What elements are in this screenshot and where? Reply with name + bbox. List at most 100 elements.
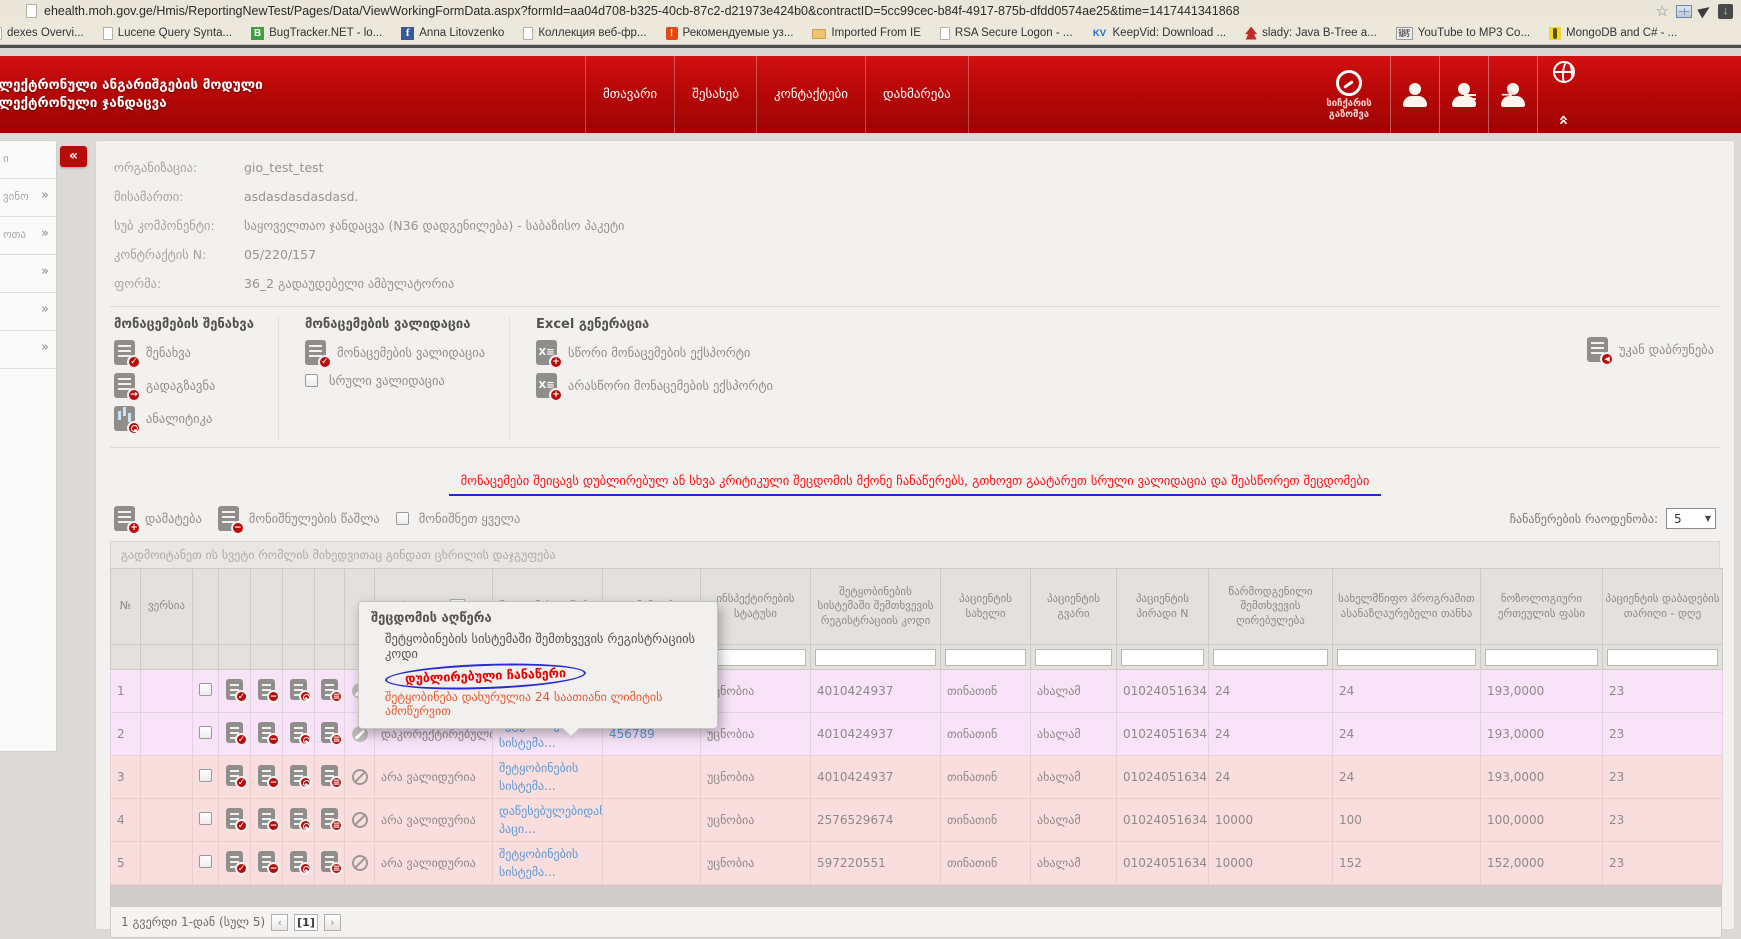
group-hint-bar: გადმოიტანეთ ის სვეტი რომლის მიხედვითაც გ…	[110, 541, 1720, 568]
detail-value: საყოველთაო ჯანდაცვა (N36 დადგენილება) - …	[244, 218, 625, 233]
patient-personal-n-cell: 01024051634	[1116, 798, 1209, 842]
nav-item[interactable]: დახმარება	[866, 56, 969, 133]
sidebar-item[interactable]: »	[0, 293, 56, 331]
grid-header-cell[interactable]: სახელმწიფო პროგრამით ასანაზღაურებელი თან…	[1332, 568, 1481, 645]
action-button[interactable]: მონაცემების ვალიდაცია	[304, 340, 485, 369]
grid-header-cell[interactable]: პაციენტის სახელი	[940, 568, 1031, 645]
current-page-button[interactable]: [1]	[294, 913, 318, 931]
grid-header-cell[interactable]: პაციენტის დაბადების თარიღი - დღე	[1602, 568, 1723, 645]
column-filter-input[interactable]	[1607, 648, 1718, 666]
comment-link[interactable]: 456789	[609, 727, 655, 741]
column-filter-input[interactable]	[1337, 648, 1476, 666]
bookmark-item[interactable]: dexes Overvi...	[0, 26, 84, 40]
grid-header-cell[interactable]: №	[110, 568, 141, 645]
back-button[interactable]: უკან დაბრუნება	[1587, 337, 1714, 366]
grid-header-cell[interactable]	[250, 568, 283, 645]
registration-code-cell: 2576529674	[810, 798, 941, 842]
nav-item[interactable]: კონტაქტები	[757, 56, 866, 133]
column-filter-input[interactable]	[1485, 648, 1598, 666]
row-checkbox[interactable]	[199, 769, 212, 782]
patient-last-name-cell: ახალამ	[1030, 841, 1117, 885]
sidebar-item[interactable]: ვინო »	[0, 179, 56, 217]
bookmark-label: Anna Litovzenko	[419, 27, 505, 39]
column-filter-input[interactable]	[1213, 648, 1328, 666]
nav-item[interactable]: შესახებ	[675, 56, 758, 133]
grid-header-cell[interactable]: პაციენტის გვარი	[1030, 568, 1117, 645]
action-button[interactable]: სრული ვალიდაცია	[304, 373, 485, 388]
user-list-icon	[1450, 82, 1478, 107]
grid-header-cell[interactable]: პაციენტის პირადი N	[1116, 568, 1209, 645]
bookmark-item[interactable]: KV KeepVid: Download ...	[1092, 27, 1226, 40]
column-filter-input[interactable]	[945, 648, 1026, 666]
delete-record-icon	[258, 679, 280, 703]
bookmark-item[interactable]: ! Рекомендуемые уз...	[665, 26, 793, 40]
sidebar-item[interactable]: »	[0, 331, 56, 369]
grid-header-cell[interactable]	[282, 568, 315, 645]
grid-filter-cell	[1030, 644, 1117, 670]
grid-header-cell[interactable]	[218, 568, 251, 645]
grid-header-cell[interactable]	[314, 568, 345, 645]
action-group-title: Excel გენერაცია	[536, 317, 650, 332]
sidebar-collapse-button[interactable]: «	[60, 146, 87, 167]
detail-value: 05/220/157	[244, 247, 317, 262]
url-text[interactable]: ehealth.moh.gov.ge/Hmis/ReportingNewTest…	[44, 4, 1240, 18]
grid-header-cell[interactable]: ნოზოლოგიური ერთეულის ფასი	[1480, 568, 1603, 645]
bookmark-item[interactable]: SNIP MP3 YouTube to MP3 Co...	[1395, 26, 1530, 40]
error-description-link[interactable]: დაწესებულებიდან პაცი...	[499, 804, 603, 836]
language-globe-icon[interactable]	[1552, 61, 1575, 83]
grid-header-cell[interactable]	[192, 568, 219, 645]
column-filter-input[interactable]	[815, 648, 936, 666]
column-filter-input[interactable]	[1035, 648, 1112, 666]
records-count-select[interactable]: 5	[1666, 508, 1716, 529]
action-button[interactable]: სწორი მონაცემების ექსპორტი	[536, 340, 773, 369]
row-checkbox[interactable]	[199, 726, 212, 739]
doc-check-icon	[304, 340, 332, 369]
bookmark-item[interactable]: slady: Java B-Tree a...	[1245, 26, 1377, 40]
apps-grid-icon[interactable]	[1676, 4, 1692, 18]
bookmark-item[interactable]: Lucene Query Synta...	[102, 26, 232, 40]
logout-button[interactable]: →	[1488, 56, 1537, 133]
prev-page-button[interactable]: ‹	[271, 913, 289, 931]
grid-header-cell[interactable]: წარმოდგენილი შემთხვევის ღირებულება	[1208, 568, 1333, 645]
select-all-checkbox[interactable]	[395, 512, 409, 525]
user-list-button[interactable]	[1439, 56, 1488, 133]
sidebar-item[interactable]: »	[0, 255, 56, 293]
collapse-header-icon[interactable]: «	[1553, 114, 1574, 126]
bookmark-item[interactable]: f Anna Litovzenko	[401, 26, 505, 40]
bookmark-item[interactable]: B BugTracker.NET - lo...	[251, 26, 382, 40]
delete-selected-button[interactable]: მონიშნულების წაშლა	[217, 506, 380, 535]
speed-test-button[interactable]: სიჩქარის გაზომვა	[1308, 56, 1390, 133]
bookmark-item[interactable]: Коллекция веб-фр...	[523, 26, 647, 40]
grid-header-cell[interactable]: ვერსია	[140, 568, 193, 645]
action-button[interactable]: შენახვა	[114, 340, 254, 369]
send-extension-icon[interactable]	[1697, 3, 1713, 19]
checkbox[interactable]	[304, 374, 318, 387]
grid-header-cell[interactable]: შეტყობინების სისტემაში შემთხვევის რეგისტ…	[810, 568, 941, 645]
bookmark-item[interactable]: RSA Secure Logon - ...	[939, 26, 1073, 40]
add-record-button[interactable]: დამატება	[114, 506, 202, 535]
profile-button[interactable]	[1390, 56, 1439, 133]
download-extension-icon[interactable]: ↓	[1718, 3, 1733, 19]
next-page-button[interactable]: ›	[323, 913, 341, 931]
row-checkbox[interactable]	[199, 855, 212, 868]
action-button[interactable]: არასწორი მონაცემების ექსპორტი	[536, 373, 773, 402]
bookmark-item[interactable]: Imported From IE	[812, 27, 921, 39]
action-button[interactable]: გადაგზავნა	[114, 373, 254, 402]
sidebar-item[interactable]: ი	[0, 141, 56, 179]
error-description-link[interactable]: შეტყობინების სისტემა...	[499, 847, 579, 879]
column-filter-input[interactable]	[705, 648, 806, 666]
action-group-title: მონაცემების შენახვა	[114, 317, 254, 332]
column-filter-input[interactable]	[1121, 648, 1204, 666]
row-checkbox[interactable]	[199, 683, 212, 696]
bookmark-star-icon[interactable]: ☆	[1655, 2, 1669, 20]
bookmark-item[interactable]: MongoDB and C# - ...	[1549, 26, 1677, 40]
sidebar-item[interactable]: ოთა »	[0, 217, 56, 255]
error-description-link[interactable]: შეტყობინების სისტემა...	[499, 761, 579, 793]
version-cell	[140, 841, 193, 885]
row-checkbox[interactable]	[199, 812, 212, 825]
grid-header-row: №ვერსიასტატუსიშეცდომის აღწერაკომენტარიინ…	[110, 568, 1723, 645]
nav-item[interactable]: მთავარი	[585, 56, 676, 133]
grid-header-cell[interactable]: ინსპექტირების სტატუსი	[700, 568, 811, 645]
action-button[interactable]: ანალიტიკა	[114, 406, 254, 435]
